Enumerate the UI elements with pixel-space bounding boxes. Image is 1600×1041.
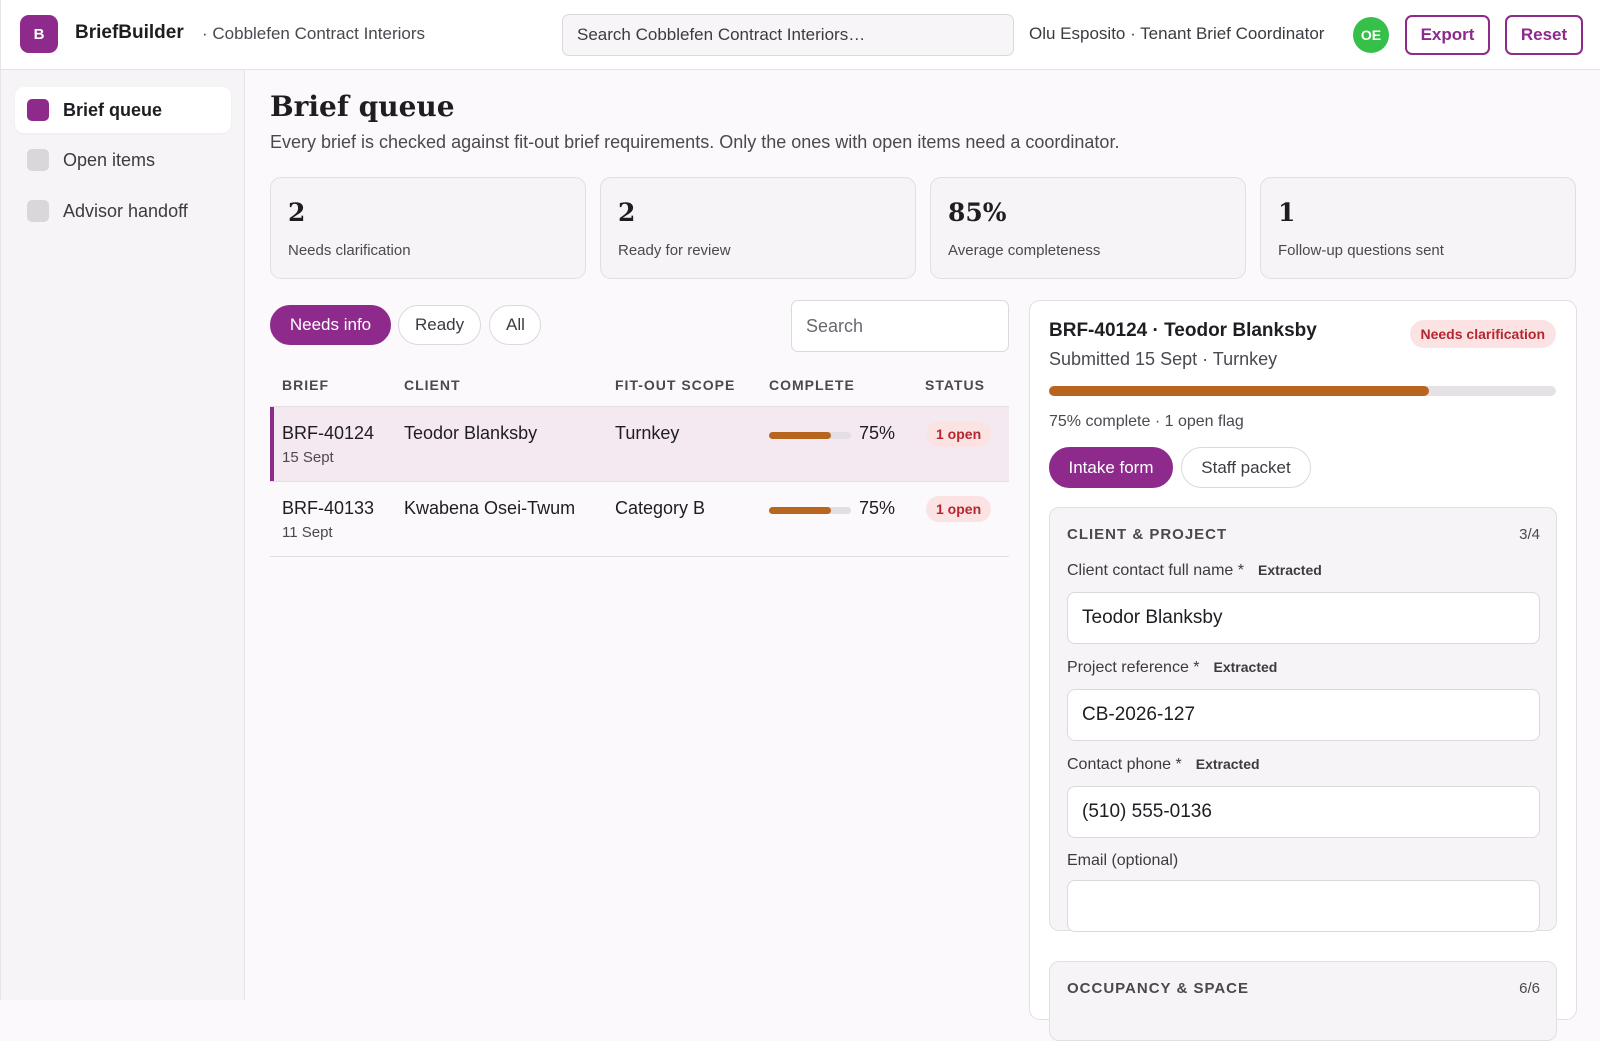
top-bar: B BriefBuilder · Cobblefen Contract Inte… <box>1 0 1600 70</box>
field-label-email: Email (optional) <box>1067 852 1178 870</box>
table-divider <box>270 481 1009 482</box>
client-name: Teodor Blanksby <box>404 423 538 443</box>
stat-value: 1 <box>1278 198 1296 227</box>
filter-needs-info[interactable]: Needs info <box>270 305 391 345</box>
stat-value: 2 <box>618 198 636 227</box>
stat-card-follow-up-questions: 1 Follow-up questions sent <box>1260 177 1576 279</box>
extracted-tag: Extracted <box>1195 756 1260 772</box>
table-row[interactable]: BRF-40133 11 Sept Kwabena Osei-Twum Cate… <box>270 482 1009 556</box>
complete-percent: 75% <box>859 498 896 518</box>
complete-percent: 75% <box>859 423 896 443</box>
stat-value: 2 <box>288 198 306 227</box>
section-client-project: CLIENT & PROJECT 3/4 Client contact full… <box>1049 507 1557 932</box>
stat-label: Needs clarification <box>288 242 411 259</box>
tab-intake-form[interactable]: Intake form <box>1049 447 1173 488</box>
section-count: 3/4 <box>1519 526 1540 543</box>
field-label-text: Contact phone * <box>1067 756 1182 773</box>
sidebar-item-open-items[interactable]: Open items <box>15 137 231 183</box>
sidebar: Brief queue Open items Advisor handoff <box>1 70 245 1000</box>
user-label: Olu Esposito · Tenant Brief Coordinator <box>1029 24 1325 43</box>
detail-title: BRF-40124 · Teodor Blanksby <box>1049 320 1317 341</box>
filter-all[interactable]: All <box>489 305 541 345</box>
sidebar-item-label: Brief queue <box>63 99 163 120</box>
extracted-tag: Extracted <box>1213 659 1278 675</box>
completeness-progress-bar <box>1049 386 1556 396</box>
sidebar-item-label: Open items <box>63 149 156 170</box>
sidebar-item-advisor-handoff[interactable]: Advisor handoff <box>15 188 231 234</box>
brief-detail-panel: BRF-40124 · Teodor Blanksby Submitted 15… <box>1029 300 1577 1041</box>
column-header-scope[interactable]: FIT-OUT SCOPE <box>615 377 736 393</box>
export-button[interactable]: Export <box>1405 15 1490 55</box>
column-header-complete[interactable]: COMPLETE <box>769 377 855 393</box>
field-label-project-reference: Project reference * Extracted <box>1067 659 1277 677</box>
fit-out-scope: Category B <box>615 498 706 518</box>
page-title: Brief queue <box>270 90 455 123</box>
org-name: · Cobblefen Contract Interiors <box>202 24 425 43</box>
status-badge: 1 open <box>926 421 992 447</box>
client-name: Kwabena Osei-Twum <box>404 498 576 518</box>
section-occupancy-space[interactable]: OCCUPANCY & SPACE 6/6 <box>1049 961 1557 1041</box>
column-header-client[interactable]: CLIENT <box>404 377 461 393</box>
complete-progress-bar <box>769 507 851 514</box>
progress-fill <box>769 432 831 439</box>
project-reference-field[interactable] <box>1067 689 1540 741</box>
column-header-brief[interactable]: BRIEF <box>282 377 329 393</box>
section-title: OCCUPANCY & SPACE <box>1067 980 1250 997</box>
section-title: CLIENT & PROJECT <box>1067 526 1228 543</box>
handoff-icon <box>27 200 49 222</box>
progress-fill <box>769 507 831 514</box>
section-count: 6/6 <box>1519 980 1540 997</box>
field-label-text: Client contact full name * <box>1067 562 1244 579</box>
sidebar-item-brief-queue[interactable]: Brief queue <box>15 87 231 133</box>
brief-id: BRF-40124 <box>282 423 375 443</box>
brief-date: 11 Sept <box>282 524 333 541</box>
queue-icon <box>27 99 49 121</box>
queue-search-input[interactable] <box>791 300 1009 352</box>
brief-id: BRF-40133 <box>282 498 375 518</box>
progress-fill <box>1049 386 1430 396</box>
global-search-input[interactable] <box>562 14 1014 56</box>
stat-value: 85% <box>948 198 1007 227</box>
app-name: BriefBuilder <box>75 22 184 43</box>
fit-out-scope: Turnkey <box>615 423 680 443</box>
extracted-tag: Extracted <box>1257 562 1322 578</box>
table-row[interactable]: BRF-40124 15 Sept Teodor Blanksby Turnke… <box>270 407 1009 481</box>
stat-card-average-completeness: 85% Average completeness <box>930 177 1246 279</box>
detail-meta: 75% complete · 1 open flag <box>1049 413 1244 430</box>
filter-ready[interactable]: Ready <box>398 305 481 345</box>
column-header-status[interactable]: STATUS <box>925 377 985 393</box>
detail-subtitle: Submitted 15 Sept · Turnkey <box>1049 349 1278 369</box>
table-divider <box>270 406 1009 407</box>
email-field[interactable] <box>1067 880 1540 932</box>
status-badge: 1 open <box>926 496 992 522</box>
app-logo[interactable]: B <box>20 15 58 53</box>
stat-label: Follow-up questions sent <box>1278 242 1444 259</box>
field-label-client-contact: Client contact full name * Extracted <box>1067 562 1322 580</box>
reset-button[interactable]: Reset <box>1505 15 1583 55</box>
field-label-text: Email (optional) <box>1067 852 1179 869</box>
open-items-icon <box>27 149 49 171</box>
status-badge: Needs clarification <box>1409 320 1556 348</box>
stat-label: Ready for review <box>618 242 731 259</box>
stat-card-needs-clarification: 2 Needs clarification <box>270 177 586 279</box>
field-label-contact-phone: Contact phone * Extracted <box>1067 756 1260 774</box>
contact-phone-field[interactable] <box>1067 786 1540 838</box>
complete-progress-bar <box>769 432 851 439</box>
table-divider <box>270 556 1009 557</box>
field-label-text: Project reference * <box>1067 659 1200 676</box>
sidebar-item-label: Advisor handoff <box>63 200 188 221</box>
stat-label: Average completeness <box>948 242 1101 259</box>
avatar[interactable]: OE <box>1353 17 1389 53</box>
tab-staff-packet[interactable]: Staff packet <box>1181 447 1311 488</box>
brief-date: 15 Sept <box>282 449 334 466</box>
page-subtitle: Every brief is checked against fit-out b… <box>270 132 1120 152</box>
client-contact-name-field[interactable] <box>1067 592 1540 644</box>
stat-card-ready-for-review: 2 Ready for review <box>600 177 916 279</box>
